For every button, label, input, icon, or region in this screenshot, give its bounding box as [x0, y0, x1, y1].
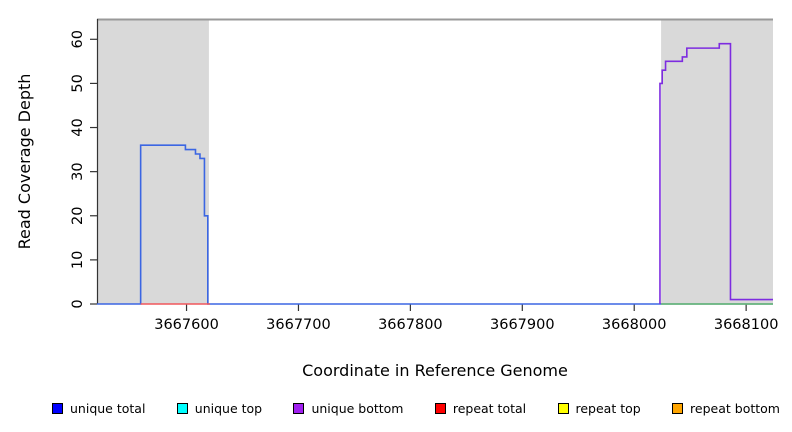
- legend: unique total unique top unique bottom repea…: [0, 396, 792, 420]
- legend-item-unique-bottom: unique bottom: [293, 400, 404, 416]
- y-tick-label: 20: [70, 207, 86, 225]
- y-tick-label: 30: [70, 162, 86, 180]
- legend-item-unique-top: unique top: [176, 400, 263, 416]
- legend-item-unique-total: unique total: [52, 401, 145, 416]
- legend-swatch: [52, 402, 63, 414]
- legend-item-repeat-bottom: repeat bottom: [672, 401, 780, 416]
- series-unique-bottom: [659, 42, 773, 304]
- legend-label: repeat top: [575, 400, 641, 416]
- legend-label: unique bottom: [311, 400, 404, 416]
- y-tick-label: 0: [70, 299, 86, 308]
- legend-swatch: [176, 402, 188, 414]
- x-axis-title: Coordinate in Reference Genome: [302, 361, 568, 380]
- shaded-region: [661, 19, 773, 304]
- legend-swatch: [293, 402, 305, 414]
- shaded-bands: [97, 19, 773, 304]
- data-series: [97, 42, 773, 305]
- y-axis-title: Read Coverage Depth: [15, 74, 34, 250]
- legend-label: unique total: [70, 400, 146, 416]
- x-tick-label: 3667800: [378, 317, 443, 333]
- coverage-chart: 3667600 3667700 3667800 3667900 3668000 36681…: [15, 18, 778, 380]
- legend-label: repeat bottom: [690, 400, 780, 416]
- legend-item-repeat-top: repeat top: [557, 400, 641, 416]
- x-tick-label: 3668100: [714, 317, 779, 333]
- series-unique-total: [97, 144, 773, 305]
- x-tick-label: 3667600: [154, 317, 219, 333]
- legend-swatch: [557, 402, 569, 414]
- legend-item-repeat-total: repeat total: [434, 400, 527, 416]
- y-tick-label: 60: [70, 30, 86, 48]
- y-tick-label: 10: [70, 251, 86, 269]
- axis-labels: 3667600 3667700 3667800 3667900 3668000 36681…: [15, 30, 778, 380]
- legend-swatch: [672, 402, 684, 414]
- legend-label: unique top: [194, 400, 263, 416]
- legend-label: repeat total: [452, 400, 527, 416]
- shaded-region: [97, 19, 209, 304]
- y-tick-label: 40: [70, 118, 86, 136]
- y-tick-label: 50: [70, 74, 86, 92]
- x-tick-label: 3668000: [602, 317, 667, 333]
- legend-swatch: [434, 402, 446, 414]
- x-tick-label: 3667700: [266, 317, 331, 333]
- x-tick-label: 3667900: [490, 317, 555, 333]
